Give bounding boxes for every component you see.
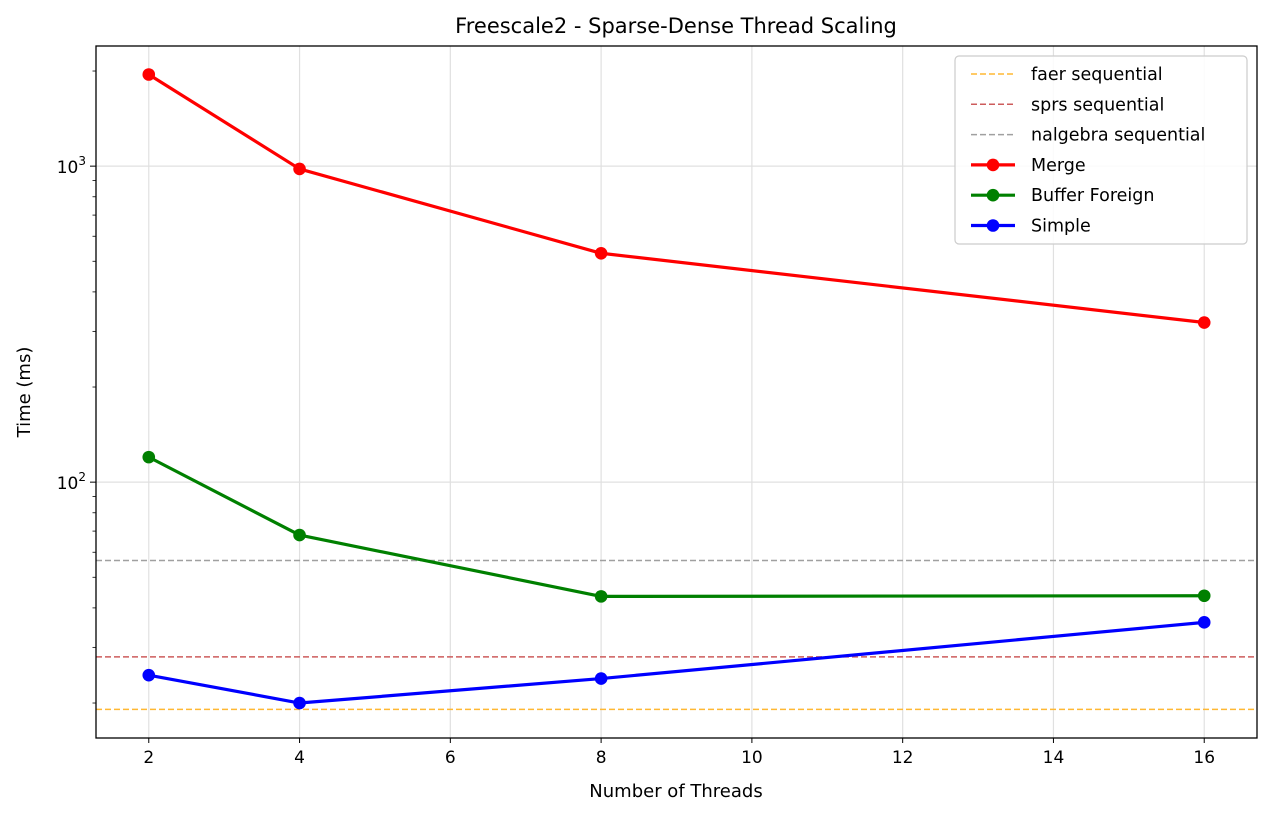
legend: faer sequential sprs sequential nalgebra s… (954, 55, 1248, 245)
y-tick-label: 102 (57, 470, 86, 494)
y-tick-label: 103 (57, 154, 86, 178)
data-point (142, 68, 156, 81)
x-tick-label: 16 (1193, 748, 1215, 768)
data-point (293, 162, 306, 176)
y-tick-exponent: 3 (78, 154, 86, 168)
chart-title: Freescale2 - Sparse-Dense Thread Scaling (455, 14, 897, 38)
y-tick-exponent: 2 (78, 470, 86, 484)
series-line (148, 455, 1205, 598)
reference-lines (96, 559, 1257, 711)
legend-marker (986, 188, 1000, 202)
x-tick-label: 2 (143, 748, 154, 768)
plot-frame (95, 45, 1258, 739)
x-tick-label: 6 (445, 748, 456, 768)
series-group (142, 68, 1211, 710)
y-tick-base: 10 (57, 474, 79, 494)
legend-marker (986, 158, 1000, 172)
legend-label: sprs sequential (1031, 95, 1164, 115)
x-tick-label: 10 (741, 748, 763, 768)
legend-label: Simple (1031, 217, 1091, 237)
data-point (1197, 589, 1211, 603)
y-tick-base: 10 (57, 158, 79, 178)
data-point (594, 672, 608, 685)
data-point (594, 246, 608, 260)
x-tick-label: 12 (892, 748, 914, 768)
legend-box (954, 55, 1248, 245)
data-point (142, 450, 156, 464)
series-line (148, 620, 1205, 705)
x-tick-label: 4 (294, 748, 305, 768)
legend-label: Merge (1031, 156, 1086, 176)
data-point (1197, 316, 1211, 329)
y-axis-label: Time (ms) (14, 347, 35, 439)
legend-label: Buffer Foreign (1031, 186, 1154, 206)
x-axis-ticks: 2 4 6 8 10 12 14 16 (143, 738, 1215, 768)
data-point (1197, 616, 1211, 629)
data-point (293, 528, 306, 542)
legend-label: nalgebra sequential (1031, 126, 1205, 146)
x-tick-label: 8 (596, 748, 607, 768)
x-axis-label: Number of Threads (589, 781, 762, 802)
data-point (594, 590, 608, 603)
legend-label: faer sequential (1031, 65, 1163, 85)
series-line (147, 73, 1205, 325)
data-point (293, 696, 306, 710)
legend-marker (986, 219, 1000, 232)
x-tick-label: 14 (1043, 748, 1065, 768)
data-point (142, 668, 156, 682)
